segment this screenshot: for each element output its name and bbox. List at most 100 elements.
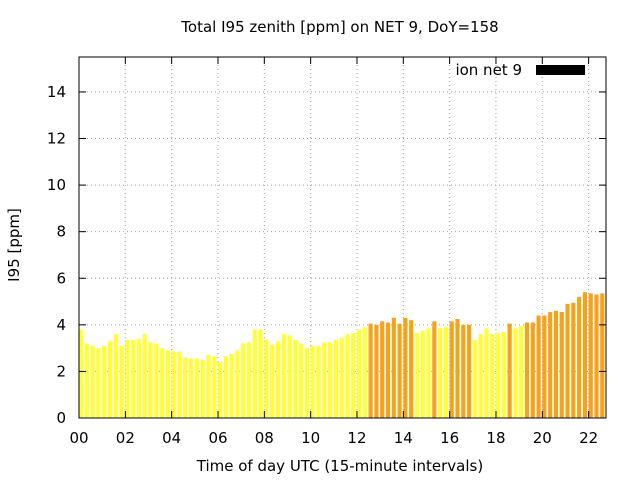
bar (206, 355, 211, 418)
bar (513, 328, 518, 418)
bar (84, 343, 89, 418)
x-tick-label: 22 (579, 429, 598, 447)
bar (304, 348, 310, 418)
bar (530, 322, 535, 418)
bar (160, 348, 165, 418)
legend-label: ion net 9 (455, 61, 522, 79)
bar (154, 343, 159, 418)
bar (536, 315, 541, 418)
bar (472, 339, 477, 418)
bar (252, 329, 257, 418)
bar (461, 324, 466, 418)
x-tick-label: 04 (162, 429, 181, 447)
bar (96, 348, 101, 418)
bar (194, 358, 199, 418)
bar (507, 323, 512, 418)
bar (501, 331, 506, 418)
plot-frame (78, 56, 607, 419)
bar (582, 292, 588, 418)
bar (275, 341, 281, 418)
bar (79, 329, 84, 418)
bar (217, 362, 223, 418)
ticks (78, 57, 606, 419)
bar (189, 358, 194, 418)
bar (246, 342, 252, 418)
bar (467, 324, 472, 418)
y-tick-label: 12 (47, 130, 66, 148)
bar (495, 332, 501, 418)
bar (565, 303, 570, 418)
bar (449, 321, 454, 418)
bar (600, 293, 605, 418)
bar (368, 323, 373, 418)
bar (380, 321, 385, 418)
bar (287, 335, 292, 418)
y-tick-label: 6 (56, 269, 66, 287)
x-tick-label: 06 (208, 429, 227, 447)
x-tick-label: 12 (347, 429, 366, 447)
y-tick-label: 14 (47, 83, 66, 101)
bar (107, 341, 113, 418)
bar (443, 327, 449, 418)
bar (90, 345, 95, 418)
bar (432, 321, 437, 418)
bar (171, 351, 176, 418)
grid-lines (79, 57, 606, 418)
x-tick-label: 08 (255, 429, 274, 447)
bar (455, 319, 460, 418)
bar (397, 323, 402, 418)
bar (519, 326, 524, 418)
bar (426, 328, 431, 418)
bar (391, 317, 396, 418)
bar (258, 329, 263, 418)
bar (414, 332, 420, 418)
bar (478, 334, 483, 418)
bar (345, 334, 350, 418)
x-tick-label: 14 (394, 429, 413, 447)
bar (594, 294, 599, 418)
bar (235, 350, 240, 418)
bar (333, 339, 338, 418)
bar (559, 312, 564, 418)
bar (223, 356, 228, 418)
x-tick-label: 02 (116, 429, 135, 447)
bar (588, 293, 593, 418)
bar (553, 310, 559, 418)
bar (241, 343, 246, 418)
bar (385, 322, 391, 418)
chart-title: Total I95 zenith [ppm] on NET 9, DoY=158 (180, 18, 498, 36)
y-tick-label: 2 (56, 362, 66, 380)
bars (79, 292, 605, 418)
bar (119, 345, 124, 418)
bar (542, 315, 547, 418)
bar (177, 351, 182, 418)
x-axis-label: Time of day UTC (15-minute intervals) (196, 457, 483, 475)
x-tick-label: 18 (486, 429, 505, 447)
bar (316, 345, 321, 418)
bar (212, 356, 217, 418)
bar (420, 330, 425, 418)
bar (229, 353, 234, 418)
bar (322, 342, 327, 418)
y-tick-labels: 0 2 4 6 8 10 12 14 (47, 83, 66, 427)
bar (374, 324, 379, 418)
bar (200, 359, 205, 418)
x-tick-label: 10 (301, 429, 320, 447)
bar (548, 312, 553, 418)
bar (571, 302, 576, 418)
legend: ion net 9 (455, 61, 585, 79)
bar (328, 342, 333, 418)
bar (356, 329, 362, 418)
bar (136, 338, 142, 418)
bar (165, 350, 171, 418)
y-tick-label: 0 (56, 409, 66, 427)
bar (403, 317, 408, 418)
x-tick-label: 16 (440, 429, 459, 447)
bar (339, 337, 344, 418)
bar (148, 342, 153, 418)
bar (102, 345, 107, 418)
y-tick-label: 10 (47, 176, 66, 194)
bar (484, 328, 489, 418)
bar (281, 334, 286, 418)
